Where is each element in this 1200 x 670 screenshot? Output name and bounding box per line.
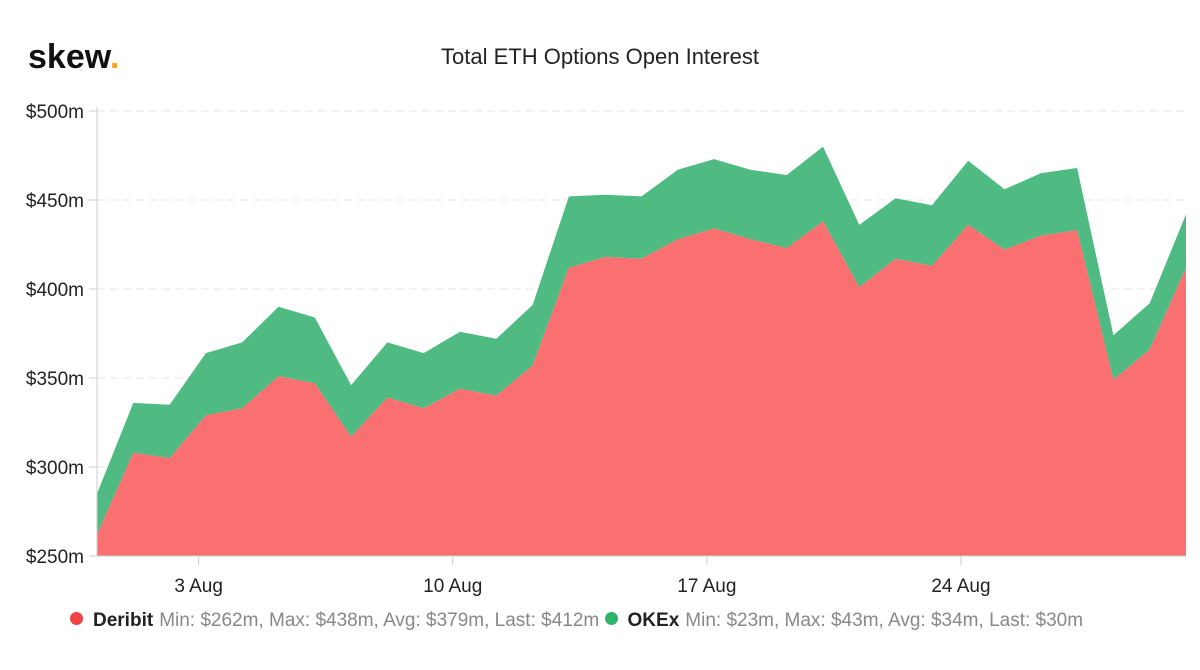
x-tick-label: 3 Aug: [174, 576, 223, 597]
legend-dot-deribit: [70, 612, 83, 626]
legend-dot-okex: [604, 612, 618, 626]
x-tick-label: 10 Aug: [423, 576, 482, 597]
y-tick-label: $250m: [26, 547, 84, 568]
y-tick-label: $350m: [26, 369, 84, 390]
chart-title: Total ETH Options Open Interest: [441, 44, 759, 69]
y-tick-label: $400m: [26, 280, 84, 301]
legend-item-okex[interactable]: OKEx Min: $23m, Max: $43m, Avg: $34m, Las…: [604, 610, 1084, 632]
legend-name-deribit: Deribit: [93, 610, 154, 631]
x-tick-label: 17 Aug: [677, 576, 736, 597]
legend: Deribit Min: $262m, Max: $438m, Avg: $379…: [70, 610, 1083, 632]
y-tick-label: $500m: [26, 102, 84, 123]
axes: $250m $300m $350m $400m $450m $500m 3 Aug 10 Au…: [26, 102, 1186, 597]
legend-name-okex: OKEx: [627, 610, 680, 631]
area-deribit: [97, 221, 1186, 556]
skew-logo: skew.: [28, 38, 120, 76]
area-chart: $250m $300m $350m $400m $450m $500m 3 Aug 10 Au…: [26, 102, 1186, 597]
legend-stats-okex: Min: $23m, Max: $43m, Avg: $34m, Last: $…: [685, 610, 1084, 631]
series-areas: [97, 146, 1186, 556]
y-tick-label: $300m: [26, 458, 84, 479]
legend-stats-deribit: Min: $262m, Max: $438m, Avg: $379m, Last…: [159, 610, 600, 631]
x-tick-label: 24 Aug: [931, 576, 990, 597]
area-okex: [97, 146, 1186, 535]
legend-item-deribit[interactable]: Deribit Min: $262m, Max: $438m, Avg: $379…: [70, 610, 599, 632]
y-tick-label: $450m: [26, 191, 84, 212]
